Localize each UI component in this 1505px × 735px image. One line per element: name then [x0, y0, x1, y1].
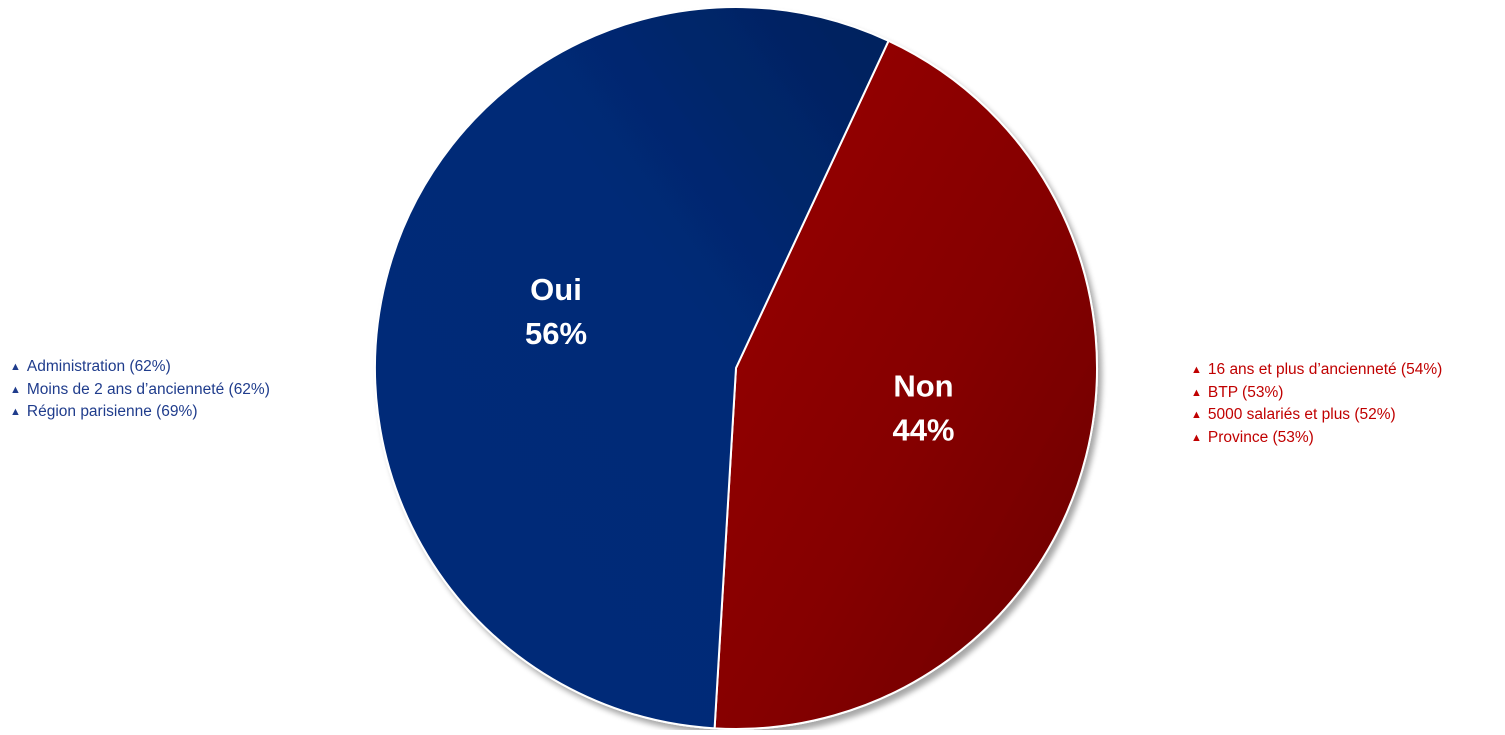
oui-annotation-item: ▲ Moins de 2 ans d’ancienneté (62%)	[10, 379, 270, 402]
triangle-up-icon: ▲	[1191, 364, 1202, 376]
oui-annotation-item: ▲ Administration (62%)	[10, 356, 270, 379]
pie-slice-non	[713, 39, 1098, 730]
triangle-up-icon: ▲	[10, 361, 21, 373]
pie-slice-oui	[374, 6, 890, 730]
slice-label-non: Non	[893, 369, 953, 404]
non-annotation-item: ▲ 16 ans et plus d’ancienneté (54%)	[1191, 359, 1442, 382]
slice-value-non: 44%	[892, 413, 954, 448]
non-annotation-item: ▲ 5000 salariés et plus (52%)	[1191, 404, 1442, 427]
slice-label-oui: Oui	[530, 272, 582, 307]
triangle-up-icon: ▲	[10, 406, 21, 418]
triangle-up-icon: ▲	[1191, 431, 1202, 444]
non-annotation-item: ▲ BTP (53%)	[1191, 382, 1442, 405]
non-annotations: ▲ 16 ans et plus d’ancienneté (54%) ▲ BTP …	[1191, 359, 1442, 449]
oui-annotation-item: ▲ Région parisienne (69%)	[10, 401, 270, 424]
triangle-up-icon: ▲	[10, 383, 21, 396]
slice-value-oui: 56%	[525, 316, 587, 351]
oui-annotations: ▲ Administration (62%) ▲ Moins de 2 ans d’…	[10, 356, 270, 424]
non-annotation-item: ▲ Province (53%)	[1191, 427, 1442, 450]
triangle-up-icon: ▲	[1191, 409, 1202, 421]
triangle-up-icon: ▲	[1191, 386, 1202, 399]
